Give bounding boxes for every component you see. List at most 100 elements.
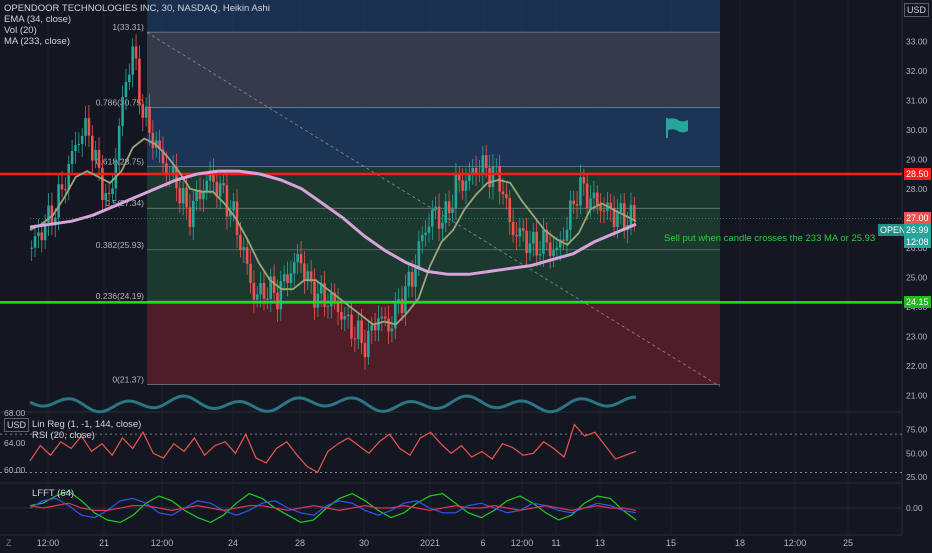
candle-body [569,200,572,230]
candle-body [266,298,269,300]
candle-body [175,166,178,189]
candle-body [427,226,431,233]
candle-body [612,208,616,227]
y-tick-label: 25.00 [906,272,928,282]
candle-body [74,145,77,151]
flag-pole [666,118,668,138]
lfft-right-tick: 0.00 [906,503,923,513]
candle-body [202,191,205,200]
candle-body [276,292,279,310]
candle-body [464,181,468,191]
last-price-badge: 26.99 [904,224,931,237]
candle-body [474,168,478,174]
flag-icon [666,118,688,138]
x-tick-label: 15 [666,538,676,548]
linreg-legend[interactable]: Lin Reg (1, -1, 144, close) [32,419,142,430]
candle-body [124,81,128,97]
candle-body [525,230,528,254]
candle-body [205,180,209,192]
rsi-right-tick: 75.00 [906,424,928,434]
candle-body [84,118,87,136]
ma-legend[interactable]: MA (233, close) [4,36,70,47]
vol-legend[interactable]: Vol (20) [4,25,37,36]
candle-body [394,300,397,329]
fib-trend-line [146,32,721,387]
candle-body [330,292,333,307]
candle-body [91,135,94,161]
candle-body [488,167,491,188]
candle-body [410,271,414,287]
candle-body [346,314,350,317]
candle-body [333,292,336,302]
candle-body [195,189,198,201]
fib-level-label: 0.618(28.75) [96,157,144,167]
candle-body [134,46,138,59]
symbol-title[interactable]: OPENDOOR TECHNOLOGIES INC, 30, NASDAQ, H… [4,3,270,14]
candle-body [407,271,411,287]
candle-body [33,236,37,248]
candle-body [542,229,545,254]
candle-body [538,253,542,256]
candle-body [198,189,202,200]
y-tick-label: 30.00 [906,125,928,135]
candle-body [158,140,161,150]
candle-body [518,228,522,237]
trade-note-annotation[interactable]: Sell put when candle crosses the 233 MA … [664,232,876,244]
candle-body [225,185,229,217]
candle-body [218,183,222,197]
candle-body [121,96,124,126]
fib-level-label: 1(33.31) [112,22,144,32]
volume-wave [29,394,636,414]
candle-body [279,281,283,310]
candle-body [616,211,619,227]
candle-body [633,204,636,220]
candle-body [441,222,444,229]
candle-body [53,217,57,226]
y-tick-label: 22.00 [906,361,928,371]
fib-level-label: 0.382(25.93) [96,240,144,250]
x-tick-label: 24 [228,538,238,548]
currency-label[interactable]: USD [904,3,930,17]
candle-body [309,271,313,282]
candle-body [575,204,579,206]
candle-body [326,306,330,308]
candle-body [360,320,363,343]
fib-zone-mid [147,166,720,302]
candle-body [353,338,357,340]
candle-body [269,276,272,299]
candle-body [585,183,589,209]
candle-body [380,316,384,319]
candle-body [178,188,182,204]
fib-level-label: 0(21.37) [112,374,144,384]
lfft-line [29,502,637,512]
ema-legend[interactable]: EMA (34, close) [4,14,72,25]
candle-body [188,207,192,227]
candle-body [400,299,404,314]
candle-body [532,231,535,244]
candle-body [431,209,434,227]
candle-body [622,203,626,231]
candle-body [424,232,427,235]
candle-body [629,204,633,225]
rsi-legend-label[interactable]: RSI (20, close) [32,430,95,441]
x-tick-label: 12:00 [784,538,807,548]
candle-body [404,286,407,314]
candle-body [454,174,458,208]
candle-body [592,192,596,199]
candle-body [40,232,44,241]
candle-body [282,274,286,282]
candle-body [87,118,91,136]
candle-body [484,155,488,168]
candle-body [370,325,373,331]
candle-body [101,167,104,200]
x-tick-label: 12:00 [511,538,534,548]
candle-body [377,318,380,331]
candle-body [336,301,340,312]
candle-body [501,191,505,195]
candle-body [37,232,40,237]
candle-body [151,132,155,148]
y-tick-label: 23.00 [906,331,928,341]
lfft-legend-label[interactable]: LFFT (64) [32,488,75,499]
